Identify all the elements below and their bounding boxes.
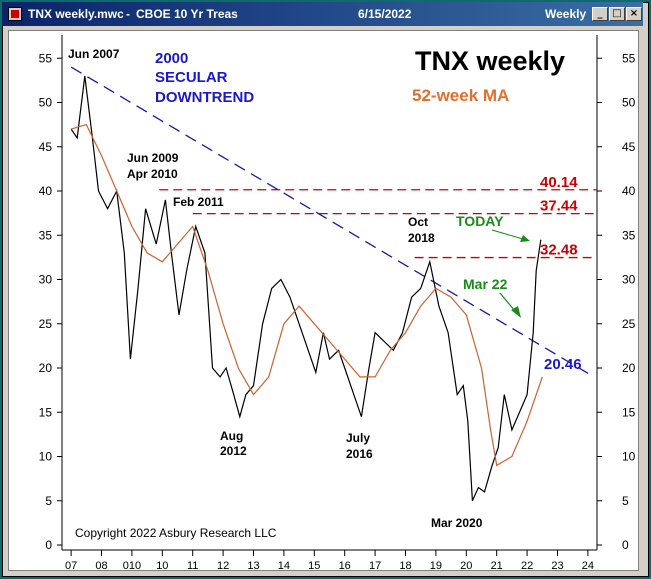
peak-label-feb-2011: Feb 2011 xyxy=(173,195,224,209)
x-tick-label: 15 xyxy=(308,560,320,572)
chart-subtitle: 52-week MA xyxy=(412,86,509,105)
x-tick-label: 08 xyxy=(95,560,107,572)
trendline-level-label: 20.46 xyxy=(544,356,582,373)
title-bar: TNX weekly.mwc - CBOE 10 Yr Treas 6/15/2… xyxy=(2,2,643,26)
trough-label-aug: Aug xyxy=(220,429,243,443)
y-tick-label-right: 25 xyxy=(622,317,636,331)
separator-text: - xyxy=(126,7,130,21)
x-tick-label: 12 xyxy=(217,560,229,572)
y-tick-label-left: 45 xyxy=(39,140,53,154)
window-period: Weekly xyxy=(545,7,587,21)
peak-label-apr-2010: Apr 2010 xyxy=(127,167,178,181)
peak-label-jun-2007: Jun 2007 xyxy=(68,47,120,61)
y-tick-label-right: 40 xyxy=(622,184,636,198)
y-tick-label-left: 5 xyxy=(45,494,52,508)
copyright-text: Copyright 2022 Asbury Research LLC xyxy=(75,526,277,540)
window-file-name: TNX weekly.mwc xyxy=(28,7,124,21)
level-label-37: 37.44 xyxy=(540,198,578,215)
mar22-arrow xyxy=(499,292,516,312)
secular-trendline xyxy=(70,66,595,378)
secular-label-1: 2000 xyxy=(155,50,188,67)
secular-label-3: DOWNTREND xyxy=(155,89,254,106)
x-tick-label: 07 xyxy=(65,560,77,572)
y-tick-label-left: 20 xyxy=(39,361,53,375)
x-tick-label: 23 xyxy=(551,560,563,572)
secular-label-2: SECULAR xyxy=(155,69,228,86)
y-tick-label-left: 15 xyxy=(39,405,53,419)
series-tnx-weekly xyxy=(70,75,542,502)
x-tick-label: 16 xyxy=(339,560,351,572)
plot-area xyxy=(8,30,639,571)
trough-label-july: July xyxy=(346,431,370,445)
y-tick-label-left: 40 xyxy=(39,184,53,198)
y-tick-label-right: 50 xyxy=(622,96,636,110)
peak-label-2018: 2018 xyxy=(408,231,435,245)
level-label-32: 32.48 xyxy=(540,242,578,259)
y-tick-label-left: 30 xyxy=(39,273,53,287)
app-icon[interactable] xyxy=(8,7,22,21)
peak-label-oct: Oct xyxy=(408,215,428,229)
x-tick-label: 13 xyxy=(247,560,259,572)
y-tick-label-right: 35 xyxy=(622,228,636,242)
close-button[interactable]: × xyxy=(626,7,642,21)
y-tick-label-right: 0 xyxy=(622,538,629,552)
trough-label-2012: 2012 xyxy=(220,444,247,458)
y-tick-label-left: 55 xyxy=(39,51,53,65)
trough-label-2016: 2016 xyxy=(346,447,373,461)
x-tick-label: 17 xyxy=(369,560,381,572)
peak-label-jun-2009: Jun 2009 xyxy=(127,151,179,165)
mar22-label: Mar 22 xyxy=(463,276,508,292)
series-52-week-ma xyxy=(70,123,543,467)
minimize-button[interactable]: _ xyxy=(592,7,608,21)
mar22-arrowhead xyxy=(511,306,521,318)
x-tick-label: 24 xyxy=(582,560,594,572)
y-tick-label-right: 20 xyxy=(622,361,636,375)
x-tick-label: 010 xyxy=(123,560,141,572)
today-arrow xyxy=(491,229,524,240)
y-tick-label-right: 30 xyxy=(622,273,636,287)
level-label-40: 40.14 xyxy=(540,174,578,191)
y-tick-label-left: 25 xyxy=(39,317,53,331)
y-tick-label-left: 0 xyxy=(45,538,52,552)
x-tick-label: 22 xyxy=(521,560,533,572)
y-tick-label-left: 50 xyxy=(39,96,53,110)
window-date: 6/15/2022 xyxy=(358,7,412,21)
y-tick-label-right: 10 xyxy=(622,450,636,464)
x-tick-label: 14 xyxy=(278,560,290,572)
x-tick-label: 21 xyxy=(491,560,503,572)
y-tick-label-right: 45 xyxy=(622,140,636,154)
x-tick-label: 10 xyxy=(156,560,168,572)
y-tick-label-left: 35 xyxy=(39,228,53,242)
y-tick-label-left: 10 xyxy=(39,450,53,464)
y-tick-label-right: 5 xyxy=(622,494,629,508)
maximize-button[interactable]: □ xyxy=(609,7,625,21)
x-tick-label: 19 xyxy=(430,560,442,572)
today-arrowhead xyxy=(520,235,530,242)
window-symbol: CBOE 10 Yr Treas xyxy=(136,7,238,21)
x-tick-label: 11 xyxy=(187,560,198,572)
today-label: TODAY xyxy=(456,213,504,229)
trough-label-mar-2020: Mar 2020 xyxy=(431,516,483,530)
x-tick-label: 20 xyxy=(460,560,472,572)
y-tick-label-right: 15 xyxy=(622,405,636,419)
chart-title: TNX weekly xyxy=(415,46,565,76)
x-tick-label: 18 xyxy=(399,560,411,572)
y-tick-label-right: 55 xyxy=(622,51,636,65)
